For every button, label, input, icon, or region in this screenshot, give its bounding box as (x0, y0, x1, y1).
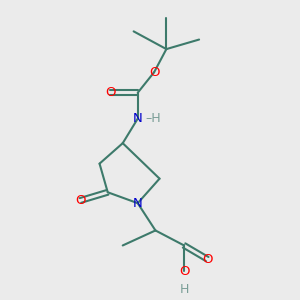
Text: –H: –H (145, 112, 161, 125)
Text: N: N (133, 197, 142, 210)
Text: H: H (179, 283, 189, 296)
Text: O: O (202, 253, 212, 266)
Text: O: O (149, 66, 159, 79)
Text: O: O (105, 86, 116, 99)
Text: N: N (133, 112, 142, 125)
Text: O: O (75, 194, 86, 207)
Text: O: O (179, 265, 189, 278)
